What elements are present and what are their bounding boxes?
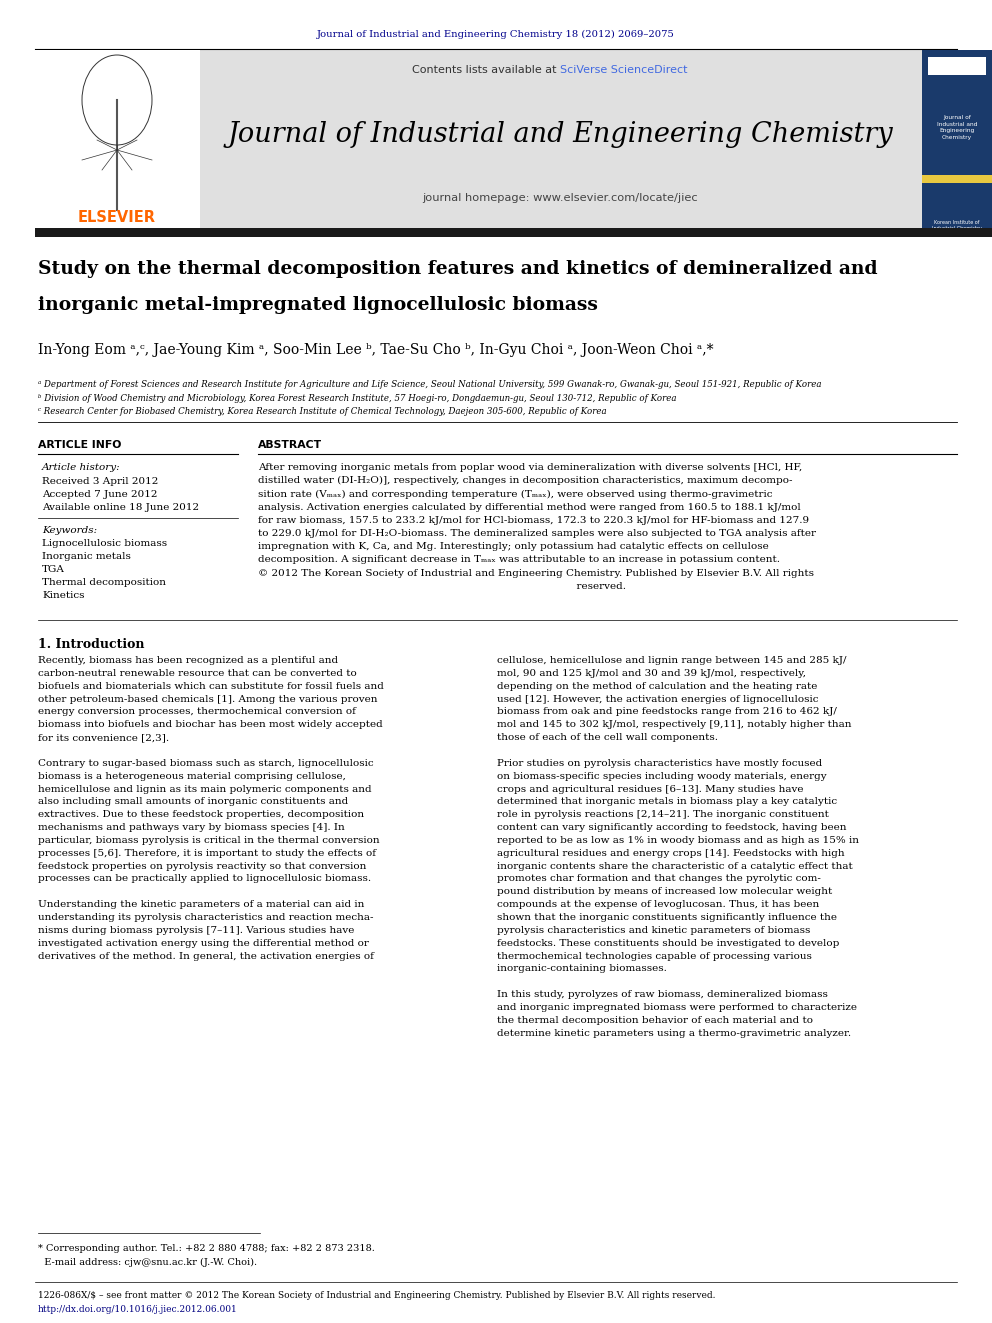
Text: promotes char formation and that changes the pyrolytic com-: promotes char formation and that changes…: [497, 875, 820, 884]
Text: biomass is a heterogeneous material comprising cellulose,: biomass is a heterogeneous material comp…: [38, 771, 346, 781]
Text: feedstock properties on pyrolysis reactivity so that conversion: feedstock properties on pyrolysis reacti…: [38, 861, 366, 871]
Text: E-mail address: cjw@snu.ac.kr (J.-W. Choi).: E-mail address: cjw@snu.ac.kr (J.-W. Cho…: [38, 1258, 257, 1267]
Text: inorganic metal-impregnated lignocellulosic biomass: inorganic metal-impregnated lignocellulo…: [38, 296, 598, 314]
Text: Contents lists available at: Contents lists available at: [412, 65, 560, 75]
Text: distilled water (DI-H₂O)], respectively, changes in decomposition characteristic: distilled water (DI-H₂O)], respectively,…: [258, 476, 793, 486]
Text: for its convenience [2,3].: for its convenience [2,3].: [38, 733, 169, 742]
Text: depending on the method of calculation and the heating rate: depending on the method of calculation a…: [497, 681, 817, 691]
Text: Prior studies on pyrolysis characteristics have mostly focused: Prior studies on pyrolysis characteristi…: [497, 759, 822, 767]
Text: the thermal decomposition behavior of each material and to: the thermal decomposition behavior of ea…: [497, 1016, 813, 1025]
Text: inorganic contents share the characteristic of a catalytic effect that: inorganic contents share the characteris…: [497, 861, 853, 871]
Text: analysis. Activation energies calculated by differential method were ranged from: analysis. Activation energies calculated…: [258, 503, 801, 512]
Text: ELSEVIER: ELSEVIER: [78, 210, 156, 225]
Text: energy conversion processes, thermochemical conversion of: energy conversion processes, thermochemi…: [38, 708, 356, 716]
Bar: [928, 57, 986, 75]
Bar: [35, 50, 200, 228]
Text: pound distribution by means of increased low molecular weight: pound distribution by means of increased…: [497, 888, 832, 896]
Text: compounds at the expense of levoglucosan. Thus, it has been: compounds at the expense of levoglucosan…: [497, 900, 819, 909]
Text: mol, 90 and 125 kJ/mol and 30 and 39 kJ/mol, respectively,: mol, 90 and 125 kJ/mol and 30 and 39 kJ/…: [497, 669, 806, 677]
Bar: [35, 50, 922, 228]
Text: those of each of the cell wall components.: those of each of the cell wall component…: [497, 733, 718, 742]
Text: biomass into biofuels and biochar has been most widely accepted: biomass into biofuels and biochar has be…: [38, 720, 383, 729]
Text: Study on the thermal decomposition features and kinetics of demineralized and: Study on the thermal decomposition featu…: [38, 261, 878, 278]
Text: Korean Institute of
Industrial Chemistry: Korean Institute of Industrial Chemistry: [932, 220, 982, 232]
Text: impregnation with K, Ca, and Mg. Interestingly; only potassium had catalytic eff: impregnation with K, Ca, and Mg. Interes…: [258, 542, 769, 552]
Text: carbon-neutral renewable resource that can be converted to: carbon-neutral renewable resource that c…: [38, 669, 357, 677]
Text: inorganic-containing biomasses.: inorganic-containing biomasses.: [497, 964, 667, 974]
Text: Accepted 7 June 2012: Accepted 7 June 2012: [42, 490, 158, 499]
Bar: [922, 50, 992, 228]
Text: pyrolysis characteristics and kinetic parameters of biomass: pyrolysis characteristics and kinetic pa…: [497, 926, 810, 935]
Text: biofuels and biomaterials which can substitute for fossil fuels and: biofuels and biomaterials which can subs…: [38, 681, 384, 691]
Text: particular, biomass pyrolysis is critical in the thermal conversion: particular, biomass pyrolysis is critica…: [38, 836, 380, 845]
Text: mechanisms and pathways vary by biomass species [4]. In: mechanisms and pathways vary by biomass …: [38, 823, 345, 832]
Text: Understanding the kinetic parameters of a material can aid in: Understanding the kinetic parameters of …: [38, 900, 364, 909]
Text: Inorganic metals: Inorganic metals: [42, 552, 131, 561]
Text: mol and 145 to 302 kJ/mol, respectively [9,11], notably higher than: mol and 145 to 302 kJ/mol, respectively …: [497, 720, 851, 729]
Text: Kinetics: Kinetics: [42, 591, 84, 601]
Text: derivatives of the method. In general, the activation energies of: derivatives of the method. In general, t…: [38, 951, 374, 960]
Bar: [922, 175, 992, 183]
Text: processes can be practically applied to lignocellulosic biomass.: processes can be practically applied to …: [38, 875, 371, 884]
Text: ARTICLE INFO: ARTICLE INFO: [38, 441, 121, 450]
Text: shown that the inorganic constituents significantly influence the: shown that the inorganic constituents si…: [497, 913, 837, 922]
Text: 1. Introduction: 1. Introduction: [38, 638, 145, 651]
Text: Article history:: Article history:: [42, 463, 121, 472]
Text: ABSTRACT: ABSTRACT: [258, 441, 322, 450]
Text: nisms during biomass pyrolysis [7–11]. Various studies have: nisms during biomass pyrolysis [7–11]. V…: [38, 926, 354, 935]
Text: understanding its pyrolysis characteristics and reaction mecha-: understanding its pyrolysis characterist…: [38, 913, 374, 922]
Text: feedstocks. These constituents should be investigated to develop: feedstocks. These constituents should be…: [497, 939, 839, 947]
Text: sition rate (Vₘₐₓ) and corresponding temperature (Tₘₐₓ), were observed using the: sition rate (Vₘₐₓ) and corresponding tem…: [258, 490, 773, 499]
Text: Available online 18 June 2012: Available online 18 June 2012: [42, 503, 199, 512]
Text: Recently, biomass has been recognized as a plentiful and: Recently, biomass has been recognized as…: [38, 656, 338, 665]
Text: hemicellulose and lignin as its main polymeric components and: hemicellulose and lignin as its main pol…: [38, 785, 372, 794]
Text: reserved.: reserved.: [258, 582, 626, 591]
Text: E: E: [954, 79, 960, 89]
Text: for raw biomass, 157.5 to 233.2 kJ/mol for HCl-biomass, 172.3 to 220.3 kJ/mol fo: for raw biomass, 157.5 to 233.2 kJ/mol f…: [258, 516, 809, 525]
Text: processes [5,6]. Therefore, it is important to study the effects of: processes [5,6]. Therefore, it is import…: [38, 849, 376, 857]
Text: After removing inorganic metals from poplar wood via demineralization with diver: After removing inorganic metals from pop…: [258, 463, 803, 472]
Text: Received 3 April 2012: Received 3 April 2012: [42, 478, 159, 486]
Text: © 2012 The Korean Society of Industrial and Engineering Chemistry. Published by : © 2012 The Korean Society of Industrial …: [258, 569, 814, 578]
Text: reported to be as low as 1% in woody biomass and as high as 15% in: reported to be as low as 1% in woody bio…: [497, 836, 859, 845]
Text: other petroleum-based chemicals [1]. Among the various proven: other petroleum-based chemicals [1]. Amo…: [38, 695, 378, 704]
Text: extractives. Due to these feedstock properties, decomposition: extractives. Due to these feedstock prop…: [38, 810, 364, 819]
Text: crops and agricultural residues [6–13]. Many studies have: crops and agricultural residues [6–13]. …: [497, 785, 804, 794]
Text: ᵃ Department of Forest Sciences and Research Institute for Agriculture and Life : ᵃ Department of Forest Sciences and Rese…: [38, 380, 821, 389]
Text: also including small amounts of inorganic constituents and: also including small amounts of inorgani…: [38, 798, 348, 806]
Text: biomass from oak and pine feedstocks range from 216 to 462 kJ/: biomass from oak and pine feedstocks ran…: [497, 708, 837, 716]
Text: journal homepage: www.elsevier.com/locate/jiec: journal homepage: www.elsevier.com/locat…: [423, 193, 697, 202]
Text: agricultural residues and energy crops [14]. Feedstocks with high: agricultural residues and energy crops […: [497, 849, 844, 857]
Text: determine kinetic parameters using a thermo-gravimetric analyzer.: determine kinetic parameters using a the…: [497, 1029, 851, 1037]
Text: and inorganic impregnated biomass were performed to characterize: and inorganic impregnated biomass were p…: [497, 1003, 857, 1012]
Text: In this study, pyrolyzes of raw biomass, demineralized biomass: In this study, pyrolyzes of raw biomass,…: [497, 990, 828, 999]
Text: ᵇ Division of Wood Chemistry and Microbiology, Korea Forest Research Institute, : ᵇ Division of Wood Chemistry and Microbi…: [38, 394, 677, 404]
Text: SciVerse ScienceDirect: SciVerse ScienceDirect: [560, 65, 687, 75]
Bar: [35, 228, 992, 237]
Text: Contrary to sugar-based biomass such as starch, lignocellulosic: Contrary to sugar-based biomass such as …: [38, 759, 374, 767]
Text: Journal of
Industrial and
Engineering
Chemistry: Journal of Industrial and Engineering Ch…: [936, 115, 977, 140]
Text: Keywords:: Keywords:: [42, 527, 97, 534]
Text: role in pyrolysis reactions [2,14–21]. The inorganic constituent: role in pyrolysis reactions [2,14–21]. T…: [497, 810, 829, 819]
Text: TGA: TGA: [42, 565, 64, 574]
Text: determined that inorganic metals in biomass play a key catalytic: determined that inorganic metals in biom…: [497, 798, 837, 806]
Text: http://dx.doi.org/10.1016/j.jiec.2012.06.001: http://dx.doi.org/10.1016/j.jiec.2012.06…: [38, 1304, 238, 1314]
Text: to 229.0 kJ/mol for DI-H₂O-biomass. The demineralized samples were also subjecte: to 229.0 kJ/mol for DI-H₂O-biomass. The …: [258, 529, 816, 538]
Text: Journal of Industrial and Engineering Chemistry: Journal of Industrial and Engineering Ch…: [227, 122, 893, 148]
Text: Thermal decomposition: Thermal decomposition: [42, 578, 166, 587]
Text: * Corresponding author. Tel.: +82 2 880 4788; fax: +82 2 873 2318.: * Corresponding author. Tel.: +82 2 880 …: [38, 1244, 375, 1253]
Text: decomposition. A significant decrease in Tₘₐₓ was attributable to an increase in: decomposition. A significant decrease in…: [258, 556, 780, 565]
Text: content can vary significantly according to feedstock, having been: content can vary significantly according…: [497, 823, 846, 832]
Text: cellulose, hemicellulose and lignin range between 145 and 285 kJ/: cellulose, hemicellulose and lignin rang…: [497, 656, 846, 665]
Text: on biomass-specific species including woody materials, energy: on biomass-specific species including wo…: [497, 771, 826, 781]
Text: thermochemical technologies capable of processing various: thermochemical technologies capable of p…: [497, 951, 811, 960]
Text: ᶜ Research Center for Biobased Chemistry, Korea Research Institute of Chemical T: ᶜ Research Center for Biobased Chemistry…: [38, 407, 607, 415]
Text: used [12]. However, the activation energies of lignocellulosic: used [12]. However, the activation energ…: [497, 695, 818, 704]
Text: 1226-086X/$ – see front matter © 2012 The Korean Society of Industrial and Engin: 1226-086X/$ – see front matter © 2012 Th…: [38, 1291, 715, 1301]
Text: Lignocellulosic biomass: Lignocellulosic biomass: [42, 538, 167, 548]
Text: investigated activation energy using the differential method or: investigated activation energy using the…: [38, 939, 369, 947]
Text: In-Yong Eom ᵃ,ᶜ, Jae-Young Kim ᵃ, Soo-Min Lee ᵇ, Tae-Su Cho ᵇ, In-Gyu Choi ᵃ, Jo: In-Yong Eom ᵃ,ᶜ, Jae-Young Kim ᵃ, Soo-Mi…: [38, 343, 713, 357]
Text: Journal of Industrial and Engineering Chemistry 18 (2012) 2069–2075: Journal of Industrial and Engineering Ch…: [317, 29, 675, 38]
